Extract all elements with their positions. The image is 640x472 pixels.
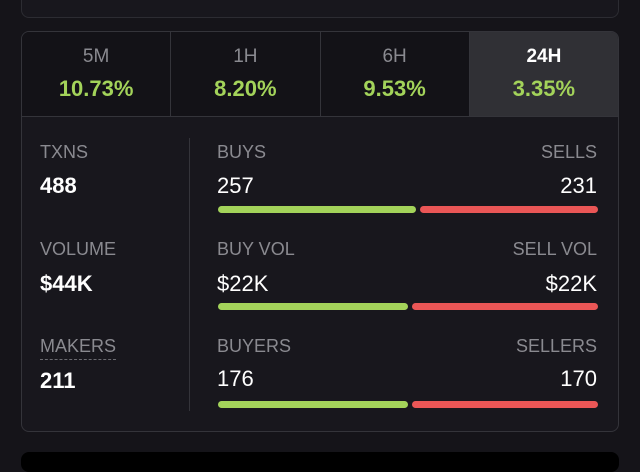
tab-1h[interactable]: 1H 8.20%: [171, 32, 321, 116]
sell-vol-value: $22K: [545, 271, 597, 296]
buyers-bar: [218, 401, 408, 408]
buy-vol-value: $22K: [217, 271, 269, 296]
buy-vol-label: BUY VOL: [217, 239, 295, 259]
column-divider: [189, 138, 190, 411]
buys-label: BUYS: [217, 142, 267, 162]
timeframe-tabs: 5M 10.73% 1H 8.20% 6H 9.53% 24H 3.35%: [22, 32, 618, 117]
sell-vol-label: SELL VOL: [512, 239, 597, 259]
volume-label: VOLUME: [40, 239, 117, 259]
makers-value: 211: [40, 368, 76, 393]
tab-24h[interactable]: 24H 3.35%: [469, 32, 618, 116]
buys-value: 257: [217, 173, 254, 198]
tab-5m[interactable]: 5M 10.73%: [22, 32, 172, 116]
makers-label[interactable]: MAKERS: [40, 336, 117, 360]
buyers-value: 176: [217, 366, 254, 391]
tab-6h[interactable]: 6H 9.53%: [320, 32, 470, 116]
previous-card: [21, 0, 619, 18]
transactions-stats-card: 5M 10.73% 1H 8.20% 6H 9.53% 24H 3.35% TXNS 4…: [21, 31, 619, 432]
next-card: [21, 452, 619, 472]
sells-label: SELLS: [540, 142, 597, 162]
sells-bar: [420, 206, 598, 213]
sell-vol-bar: [411, 303, 598, 310]
sellers-label: SELLERS: [515, 336, 597, 356]
sells-value: 231: [560, 173, 597, 198]
buys-bar: [218, 206, 417, 213]
sellers-bar: [411, 401, 598, 408]
sellers-value: 170: [560, 366, 597, 391]
txns-label: TXNS: [40, 142, 89, 162]
volume-value: $44K: [40, 271, 93, 296]
buyers-label: BUYERS: [217, 336, 292, 356]
txns-value: 488: [40, 173, 77, 198]
buy-vol-bar: [218, 303, 408, 310]
